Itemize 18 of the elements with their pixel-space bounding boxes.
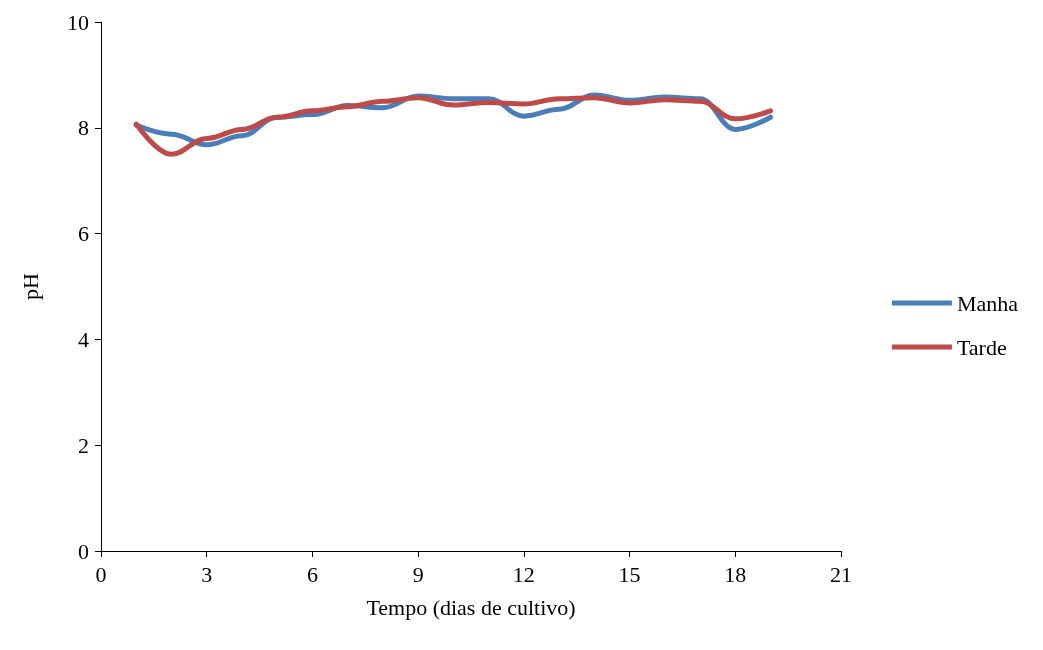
y-tick-label: 4 [78, 326, 89, 352]
x-tick-label: 12 [512, 561, 535, 587]
x-tick-label: 0 [95, 561, 107, 587]
y-tick-label: 6 [78, 221, 89, 247]
x-tick-label: 18 [724, 561, 747, 587]
y-tick-label: 10 [67, 9, 89, 35]
x-tick-label: 3 [201, 561, 213, 587]
x-tick-label: 9 [412, 561, 424, 587]
y-axis-title: pH [17, 272, 43, 300]
x-axis-title: Tempo (dias de cultivo) [366, 594, 576, 620]
x-tick-label: 15 [618, 561, 641, 587]
y-tick-label: 0 [78, 538, 89, 564]
y-tick-label: 8 [78, 115, 89, 141]
y-tick-label: 2 [78, 432, 89, 458]
x-tick-label: 21 [830, 561, 852, 587]
x-tick-label: 6 [306, 561, 318, 587]
legend-label: Manha [956, 290, 1019, 316]
legend-label: Tarde [956, 334, 1007, 360]
